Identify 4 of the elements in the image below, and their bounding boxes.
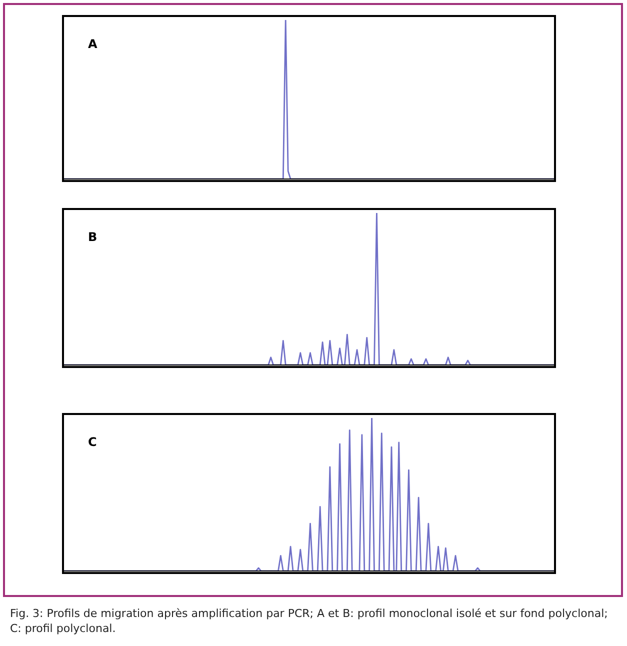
- text: B: [88, 230, 98, 244]
- text: A: [88, 37, 98, 51]
- caption: Fig. 3: Profils de migration après amplification par PCR; A et B: profil monoclonal isolé et sur fond polyclonal; C: profil polyclonal.: [10, 606, 609, 636]
- text: C: [88, 435, 97, 449]
